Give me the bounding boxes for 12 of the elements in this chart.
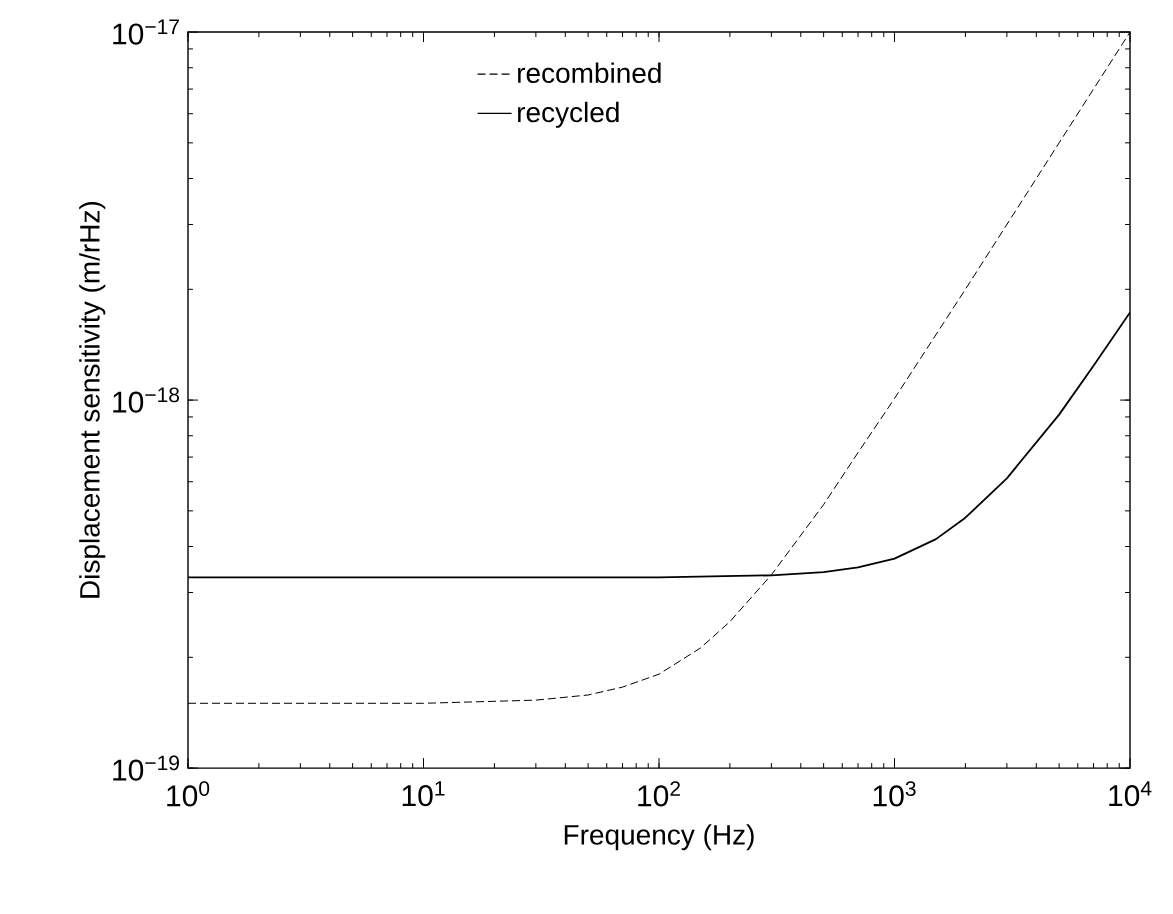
x-tick-label: 10$^{4}$	[1109, 781, 1152, 807]
y-tick-label: 10$^{−18}$	[113, 387, 180, 413]
x-tick-label: 10$^{1}$	[402, 781, 445, 807]
legend-label: recombined	[518, 62, 661, 84]
legend-label: recycled	[518, 101, 619, 128]
y-tick-label: 10$^{−19}$	[113, 755, 179, 781]
x-tick-label: 10$^{0}$	[167, 781, 210, 807]
y-axis-title: Displacement sensitivity (m/rHz)	[79, 201, 106, 598]
y-tick-label: 10$^{−17}$	[113, 19, 179, 45]
x-tick-label: 10$^{3}$	[873, 781, 916, 807]
x-axis-title: Frequency (Hz)	[564, 824, 754, 851]
x-tick-label: 10$^{2}$	[638, 781, 680, 807]
